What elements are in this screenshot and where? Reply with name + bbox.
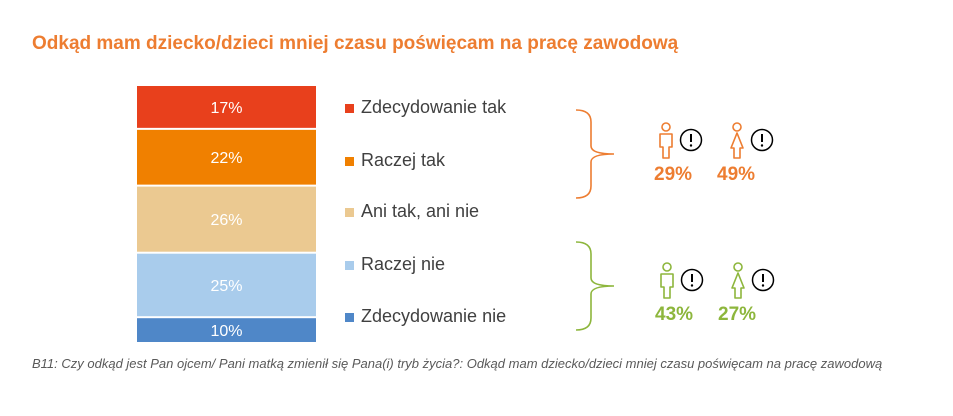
legend-label-zdecydowanie-tak: Zdecydowanie tak	[361, 97, 507, 117]
bar-segment-raczej-nie	[137, 253, 316, 317]
female-icon	[730, 122, 744, 159]
legend-swatch-raczej-tak	[345, 157, 354, 166]
data-label-raczej-tak: 22%	[210, 150, 242, 167]
legend-swatch-zdecydowanie-nie	[345, 313, 354, 322]
agree-gender-group: 29% 49%	[654, 122, 784, 185]
bar-segment-zdecydowanie-nie	[137, 318, 316, 342]
bar-segment-raczej-tak	[137, 129, 316, 185]
legend-swatch-ani-tak-ani-nie	[345, 208, 354, 217]
data-label-zdecydowanie-tak: 17%	[210, 100, 242, 117]
data-label-zdecydowanie-nie: 10%	[210, 323, 242, 340]
legend-label-raczej-tak: Raczej tak	[361, 150, 446, 170]
agree-male-value: 29%	[654, 164, 693, 185]
exclamation-icon	[679, 128, 703, 152]
disagree-female-value: 27%	[718, 304, 757, 325]
legend-label-raczej-nie: Raczej nie	[361, 254, 445, 274]
question-caption: B11: Czy odkąd jest Pan ojcem/ Pani matk…	[32, 356, 883, 371]
exclamation-icon	[680, 268, 704, 292]
agree-brace	[575, 109, 615, 199]
disagree-icons	[655, 262, 785, 302]
bar-segment-ani-tak-ani-nie	[137, 186, 316, 252]
exclamation-icon	[750, 128, 774, 152]
data-label-ani-tak-ani-nie: 26%	[210, 212, 242, 229]
male-icon	[659, 122, 673, 159]
bar-segment-zdecydowanie-tak	[137, 86, 316, 128]
disagree-male-value: 43%	[655, 304, 694, 325]
legend-swatch-raczej-nie	[345, 261, 354, 270]
disagree-brace	[575, 241, 615, 331]
male-icon	[660, 262, 674, 299]
data-label-raczej-nie: 25%	[210, 278, 242, 295]
legend-label-zdecydowanie-nie: Zdecydowanie nie	[361, 306, 506, 326]
agree-icons	[654, 122, 784, 162]
legend-swatch-zdecydowanie-tak	[345, 104, 354, 113]
chart-title: Odkąd mam dziecko/dzieci mniej czasu poś…	[32, 33, 679, 54]
disagree-gender-group: 43% 27%	[655, 262, 785, 325]
legend-label-ani-tak-ani-nie: Ani tak, ani nie	[361, 201, 479, 221]
exclamation-icon	[751, 268, 775, 292]
agree-female-value: 49%	[717, 164, 756, 185]
female-icon	[731, 262, 745, 299]
